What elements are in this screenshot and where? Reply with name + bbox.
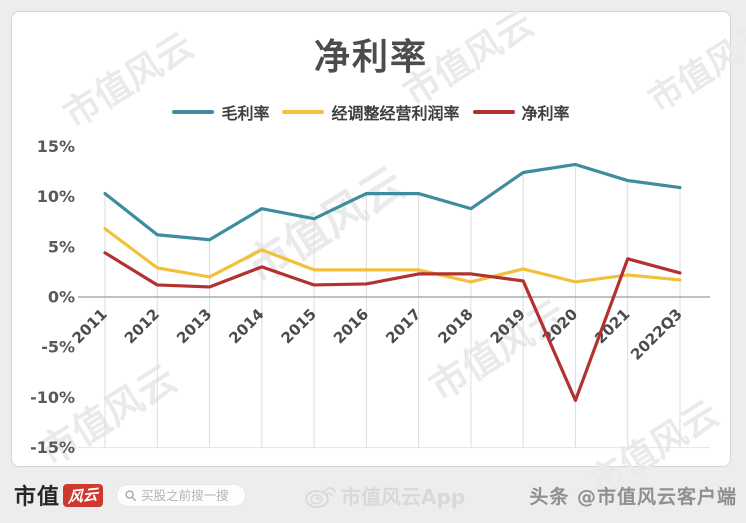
footer-bar: 市值 风云 市值风云App 头条 @市值风云客户端 bbox=[0, 467, 746, 523]
x-axis-label: 2022Q3 bbox=[627, 305, 686, 364]
legend-label: 毛利率 bbox=[221, 104, 270, 123]
series-line bbox=[103, 227, 682, 284]
x-axis-label: 2019 bbox=[487, 305, 529, 347]
y-axis-label: -5% bbox=[41, 338, 75, 357]
weibo-icon bbox=[305, 486, 336, 508]
brand-logo-text: 市值 bbox=[14, 484, 61, 510]
x-axis-label: 2015 bbox=[278, 305, 320, 347]
chart-title: 净利率 bbox=[313, 36, 428, 78]
y-axis-label: -10% bbox=[30, 388, 75, 407]
net-margin-line-swatch bbox=[472, 110, 515, 114]
app-watermark-text: 市值风云App bbox=[341, 484, 466, 509]
x-axis-label: 2018 bbox=[434, 305, 476, 347]
y-axis-label: 0% bbox=[48, 288, 75, 307]
x-axis-label: 2012 bbox=[121, 305, 163, 347]
x-axis-label: 2020 bbox=[539, 305, 581, 347]
adj-operating-margin-line-swatch bbox=[282, 110, 325, 114]
y-axis-label: -15% bbox=[30, 438, 75, 457]
social-handle: 头条 @市值风云客户端 bbox=[529, 485, 737, 508]
app-watermark: 市值风云App bbox=[303, 481, 465, 510]
x-axis-label: 2016 bbox=[330, 305, 372, 347]
legend-item-gross-margin: 毛利率 bbox=[172, 100, 269, 124]
x-axis-label: 2013 bbox=[173, 305, 215, 347]
x-axis-label: 2017 bbox=[382, 305, 424, 347]
x-axis-label: 2011 bbox=[69, 305, 111, 347]
series-line bbox=[103, 162, 682, 242]
series-line bbox=[103, 251, 682, 403]
line-chart: 15% 10% 5% 0% -5% -10% -15% 2011 2012 2013 2014 201… bbox=[30, 137, 710, 457]
chart-legend: 毛利率 经调整经营利润率 净利率 bbox=[11, 100, 731, 124]
search-icon bbox=[125, 489, 136, 501]
legend-item-net-margin: 净利率 bbox=[472, 100, 570, 124]
gross-margin-line-swatch bbox=[172, 110, 215, 114]
legend-label: 净利率 bbox=[521, 104, 570, 123]
y-axis-label: 10% bbox=[37, 187, 75, 206]
search-input[interactable] bbox=[141, 487, 238, 503]
chart-area: 净利率 毛利率 经调整经营利润率 净利率 15% 10% 5% 0% -5% -10% -1… bbox=[11, 11, 731, 467]
chart-card bbox=[11, 11, 731, 467]
brand-logo-badge: 风云 bbox=[63, 483, 104, 507]
search-box[interactable] bbox=[116, 483, 247, 507]
y-axis-label: 5% bbox=[48, 237, 75, 256]
legend-item-adj-operating-margin: 经调整经营利润率 bbox=[282, 100, 460, 124]
legend-label: 经调整经营利润率 bbox=[331, 104, 460, 123]
y-axis-label: 15% bbox=[37, 137, 75, 156]
x-axis-label: 2014 bbox=[225, 305, 267, 347]
